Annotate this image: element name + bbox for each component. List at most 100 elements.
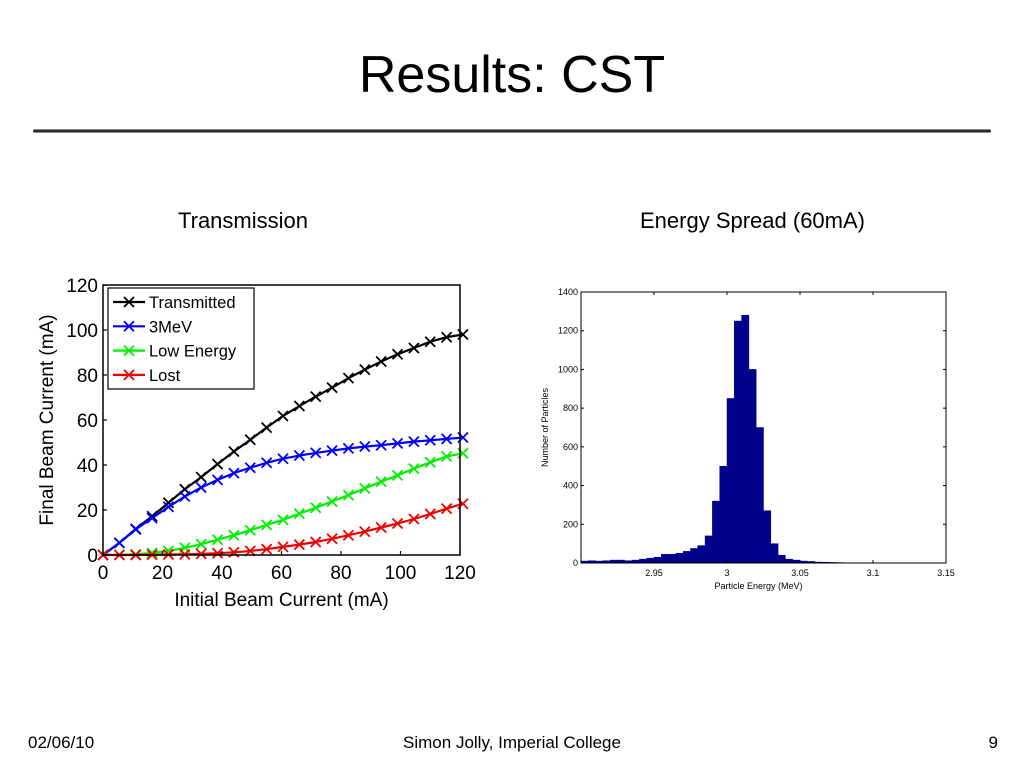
y-tick-label: 40 bbox=[77, 456, 98, 477]
data-point bbox=[310, 390, 322, 403]
histogram-bar bbox=[748, 369, 757, 564]
data-point bbox=[293, 400, 305, 412]
x-tick-label: 3.05 bbox=[791, 568, 809, 578]
data-point bbox=[326, 444, 338, 457]
y-axis-label: Number of Particles bbox=[540, 387, 550, 467]
slide-title: Results: CST bbox=[358, 46, 666, 104]
y-tick-label: 1000 bbox=[558, 364, 578, 374]
data-point bbox=[391, 348, 404, 360]
data-point bbox=[326, 381, 338, 394]
data-point bbox=[162, 501, 175, 513]
data-point bbox=[293, 539, 305, 551]
histogram-bar bbox=[712, 500, 720, 564]
transmission-chart: 0 20 40 60 80 100 120 0 20 40 60 80 100 120 Initial Be… bbox=[37, 276, 476, 611]
y-tick-label: 120 bbox=[66, 276, 98, 297]
y-tick-label: 60 bbox=[77, 411, 98, 432]
x-tick-label: 3.15 bbox=[937, 568, 955, 578]
data-point bbox=[228, 529, 240, 541]
histogram-bar bbox=[675, 553, 684, 564]
y-tick-label: 0 bbox=[87, 546, 98, 567]
page-number: 9 bbox=[988, 733, 998, 752]
data-point bbox=[359, 525, 371, 538]
data-point bbox=[310, 536, 322, 548]
x-tick-label: 3 bbox=[724, 568, 729, 578]
data-point bbox=[424, 434, 436, 446]
x-axis-label: Initial Beam Current (mA) bbox=[174, 590, 388, 611]
histogram-bar bbox=[697, 545, 706, 564]
data-point bbox=[440, 433, 453, 445]
data-point bbox=[359, 440, 371, 453]
footer-date: 02/06/10 bbox=[28, 733, 95, 752]
data-point bbox=[391, 517, 404, 530]
y-tick-label: 80 bbox=[77, 366, 98, 387]
histogram-bar bbox=[690, 548, 699, 564]
histogram-bar bbox=[646, 557, 655, 564]
histogram-bar bbox=[704, 535, 713, 564]
title-divider bbox=[33, 129, 991, 133]
data-point bbox=[342, 529, 355, 541]
legend-label: Transmitted bbox=[149, 294, 236, 312]
legend-marker bbox=[123, 369, 135, 381]
legend-label: Lost bbox=[149, 367, 181, 385]
y-tick-label: 200 bbox=[563, 519, 578, 529]
histogram-bar bbox=[719, 465, 728, 564]
data-point bbox=[146, 512, 158, 524]
data-point bbox=[195, 481, 207, 494]
y-tick-label: 600 bbox=[563, 442, 578, 452]
data-point bbox=[342, 442, 355, 454]
data-point bbox=[211, 458, 224, 470]
data-point bbox=[440, 331, 453, 343]
data-point bbox=[408, 462, 420, 475]
data-point bbox=[440, 503, 453, 515]
data-point bbox=[375, 476, 387, 488]
histogram-bar bbox=[653, 556, 662, 564]
data-point bbox=[179, 490, 191, 503]
histogram-bar bbox=[785, 558, 793, 564]
data-point bbox=[244, 462, 256, 474]
data-point bbox=[277, 541, 289, 553]
legend-marker bbox=[123, 320, 135, 332]
data-point bbox=[260, 422, 273, 434]
data-point bbox=[310, 502, 322, 514]
data-point bbox=[342, 372, 355, 384]
histogram-bar bbox=[668, 554, 677, 564]
y-tick-label: 20 bbox=[77, 501, 98, 522]
histogram-bar bbox=[661, 554, 669, 564]
x-tick-label: 40 bbox=[211, 563, 232, 584]
legend-item: 3MeV bbox=[113, 318, 192, 336]
data-point bbox=[195, 471, 207, 483]
data-point bbox=[211, 474, 224, 486]
data-point bbox=[277, 453, 289, 465]
data-point bbox=[408, 513, 420, 525]
histogram-bar bbox=[682, 551, 691, 564]
y-axis-label: Final Beam Current (mA) bbox=[37, 314, 58, 525]
data-point bbox=[146, 547, 158, 559]
data-point bbox=[293, 449, 305, 462]
data-point bbox=[326, 533, 338, 545]
x-tick-label: 80 bbox=[330, 563, 351, 584]
data-point bbox=[375, 521, 387, 534]
data-point bbox=[342, 489, 355, 501]
x-tick-label: 20 bbox=[152, 563, 173, 584]
data-point bbox=[228, 467, 240, 479]
data-point bbox=[391, 469, 404, 481]
histogram-bar bbox=[770, 543, 779, 564]
data-point bbox=[195, 548, 207, 560]
legend: Transmitted 3MeV Low Energy Lost bbox=[107, 287, 255, 390]
data-point bbox=[424, 336, 436, 348]
data-point bbox=[244, 524, 256, 536]
y-tick-label: 400 bbox=[563, 481, 578, 491]
histogram-bar bbox=[734, 320, 742, 564]
histogram-bar bbox=[777, 555, 786, 564]
histogram-bar bbox=[726, 398, 735, 564]
legend-item: Low Energy bbox=[113, 343, 237, 361]
data-point bbox=[244, 434, 256, 446]
y-tick-label: 800 bbox=[563, 403, 578, 413]
histogram-bar bbox=[763, 510, 772, 564]
x-tick-label: 3.1 bbox=[867, 568, 880, 578]
data-point bbox=[326, 495, 338, 508]
data-point bbox=[211, 534, 224, 546]
histogram-bar bbox=[755, 427, 764, 564]
legend-label: Low Energy bbox=[149, 343, 237, 361]
